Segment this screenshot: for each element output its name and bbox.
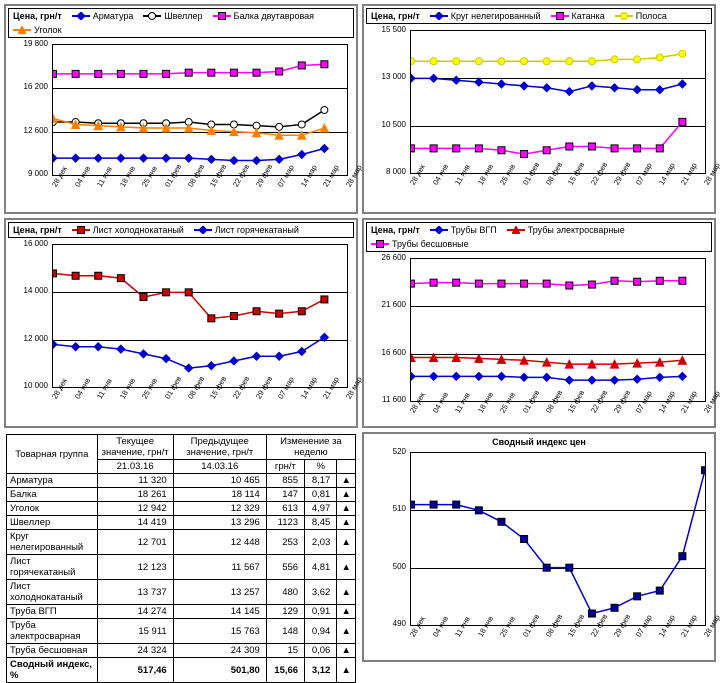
chart-title: Сводный индекс цен [366, 436, 712, 448]
table-row: Арматура11 32010 465 8558,17▲ [7, 474, 356, 488]
table-row: Труба ВГП14 27414 145 1290,91▲ [7, 605, 356, 619]
table-row: Балка18 26118 114 1470,81▲ [7, 488, 356, 502]
legend-item: Лист горячекатаный [194, 225, 299, 235]
chart-2: Цена, грн/т Круг нелегированный Катанка … [362, 4, 716, 214]
legend-item: Катанка [551, 11, 605, 21]
table-panel: Товарная группа Текущее значение, грн/т … [4, 432, 358, 662]
th-prev: Предыдущее значение, грн/т [173, 435, 266, 460]
chart-1: Цена, грн/т Арматура Швеллер Балка двута… [4, 4, 358, 214]
legend: Цена, грн/т Круг нелегированный Катанка … [366, 8, 712, 24]
plot-area [410, 258, 706, 402]
chart-3: Цена, грн/т Лист холоднокатаный Лист гор… [4, 218, 358, 428]
legend-item: Полоса [615, 11, 667, 21]
legend-item: Арматура [72, 11, 134, 21]
plot-area [410, 30, 706, 174]
legend-item: Трубы ВГП [430, 225, 497, 235]
table-row: Лист холоднокатаный13 73713 257 4803,62▲ [7, 580, 356, 605]
table-row: Швеллер14 41913 296 11238,45▲ [7, 516, 356, 530]
plot-area [52, 44, 348, 176]
legend: Цена, грн/т Лист холоднокатаный Лист гор… [8, 222, 354, 238]
legend: Цена, грн/т Арматура Швеллер Балка двута… [8, 8, 354, 38]
summary-table: Товарная группа Текущее значение, грн/т … [6, 434, 356, 683]
th-cur: Текущее значение, грн/т [97, 435, 173, 460]
legend-item: Уголок [13, 25, 62, 35]
table-row: Уголок12 94212 329 6134,97▲ [7, 502, 356, 516]
legend-item: Лист холоднокатаный [72, 225, 184, 235]
legend-item: Швеллер [143, 11, 202, 21]
legend-item: Трубы электросварные [507, 225, 625, 235]
legend-item: Круг нелегированный [430, 11, 541, 21]
plot-area [410, 452, 706, 626]
table-row: Труба бесшовная24 32424 309 150,06▲ [7, 644, 356, 658]
table-row: Круг нелегированный12 70112 448 2532,03▲ [7, 530, 356, 555]
plot-area [52, 244, 348, 388]
th-chg: Изменение за неделю [266, 435, 355, 460]
table-row: Труба электросварная15 91115 763 1480,94… [7, 619, 356, 644]
chart-4: Цена, грн/т Трубы ВГП Трубы электросварн… [362, 218, 716, 428]
table-row: Лист горячекатаный12 12311 567 5564,81▲ [7, 555, 356, 580]
th-group: Товарная группа [7, 435, 98, 474]
chart-5: Сводный индекс цен 28 дек04 янв11 янв18 … [362, 432, 716, 662]
legend: Цена, грн/т Трубы ВГП Трубы электросварн… [366, 222, 712, 252]
legend-item: Балка двутавровая [213, 11, 315, 21]
table-footer: Сводный индекс, %517,46501,80 15,663,12▲ [7, 658, 356, 683]
legend-item: Трубы бесшовные [371, 239, 469, 249]
